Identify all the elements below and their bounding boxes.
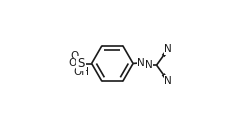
Text: O: O — [69, 59, 77, 68]
Text: O: O — [70, 51, 78, 61]
Text: S: S — [77, 57, 85, 70]
Text: N: N — [137, 58, 145, 68]
Text: N: N — [164, 44, 172, 54]
Text: N: N — [145, 60, 153, 70]
Text: N: N — [164, 76, 172, 86]
Text: OH: OH — [73, 67, 89, 77]
